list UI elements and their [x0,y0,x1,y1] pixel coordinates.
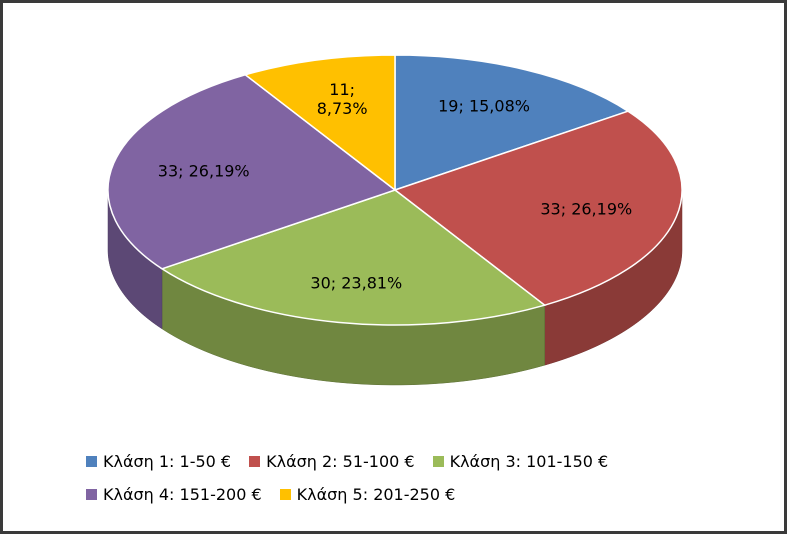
legend-label: Κλάση 2: 51-100 € [266,452,415,471]
legend-item: Κλάση 2: 51-100 € [249,452,415,471]
slice [243,54,396,192]
legend-item: Κλάση 1: 1-50 € [86,452,231,471]
legend-swatch [432,456,444,467]
slice [394,54,630,192]
legend-swatch [279,489,291,500]
legend-swatch [86,489,97,500]
legend-label: Κλάση 3: 101-150 € [449,452,609,471]
slice [107,73,397,270]
legend-swatch [86,456,97,467]
legend-item: Κλάση 4: 151-200 € [86,485,262,504]
legend-label: Κλάση 5: 201-250 € [296,485,456,504]
legend-item: Κλάση 5: 201-250 € [279,485,456,504]
legend-swatch [249,456,261,467]
legend-label: Κλάση 4: 151-200 € [103,485,262,504]
data-label: 11; 8,73% [316,80,368,119]
data-label: 30; 23,81% [310,273,403,293]
data-label: 33; 26,19% [157,161,250,181]
slice [393,110,683,307]
data-label: 19; 15,08% [438,96,530,116]
legend: Κλάση 1: 1-50 € Κλάση 2: 51-100 € Κλάση 3:… [86,452,726,504]
data-label: 33; 26,19% [540,199,633,219]
legend-label: Κλάση 1: 1-50 € [103,452,232,471]
legend-item: Κλάση 3: 101-150 € [432,452,609,471]
slice [160,189,547,326]
